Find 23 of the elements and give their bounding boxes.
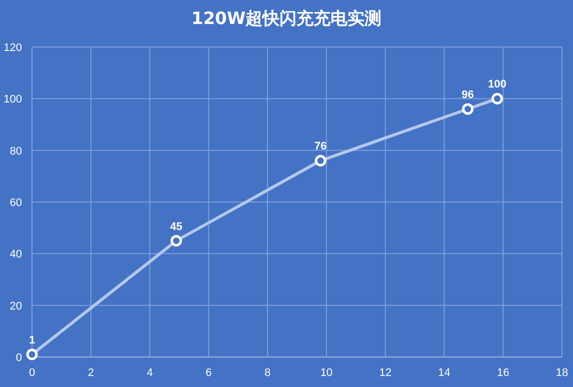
x-tick-label: 18	[556, 367, 568, 379]
x-tick-label: 0	[28, 367, 36, 379]
y-tick-label: 120	[4, 42, 22, 54]
data-label: 100	[488, 78, 506, 91]
y-tick-label: 80	[10, 145, 22, 158]
y-tick-label: 20	[10, 300, 22, 312]
x-tick-label: 2	[88, 367, 94, 379]
data-label: 45	[170, 220, 182, 233]
data-label: 76	[314, 140, 327, 153]
x-tick-label: 10	[320, 367, 333, 379]
x-tick-label: 4	[146, 367, 153, 379]
x-tick-label: 16	[496, 367, 510, 379]
y-tick-label: 0	[16, 352, 22, 364]
x-tick-label: 12	[379, 367, 392, 379]
y-tick-label: 100	[4, 94, 22, 106]
data-label: 1	[28, 334, 36, 346]
x-tick-label: 14	[438, 367, 450, 379]
y-tick-label: 60	[10, 197, 22, 209]
y-tick-label: 40	[10, 248, 22, 261]
chart-title: 120W超快闪充充电实测	[191, 9, 382, 29]
x-tick-label: 8	[264, 367, 271, 379]
x-tick-label: 6	[206, 367, 212, 379]
data-label: 96	[462, 89, 474, 101]
